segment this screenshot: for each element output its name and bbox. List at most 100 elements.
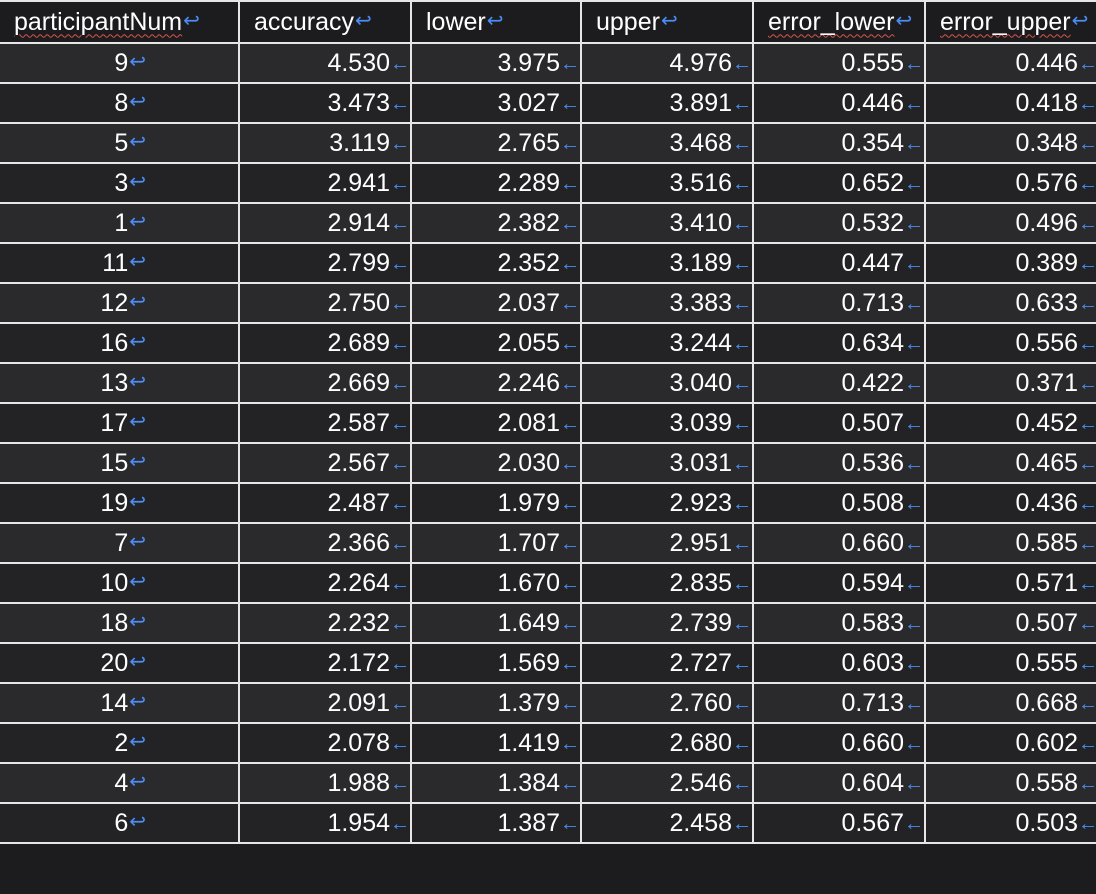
- table-cell-error-upper[interactable]: 0.465←: [924, 442, 1096, 484]
- column-header-upper[interactable]: upper↩: [580, 0, 754, 44]
- table-cell-upper[interactable]: 3.410←: [580, 202, 754, 244]
- table-cell-error-lower[interactable]: 0.634←: [752, 322, 926, 364]
- table-cell-error-upper[interactable]: 0.571←: [924, 562, 1096, 604]
- table-cell-error-upper[interactable]: 0.418←: [924, 82, 1096, 124]
- table-cell-error-lower[interactable]: 0.508←: [752, 482, 926, 524]
- table-cell-error-lower[interactable]: 0.660←: [752, 722, 926, 764]
- table-cell-lower[interactable]: 1.707←: [410, 522, 582, 564]
- table-cell-error-lower[interactable]: 0.594←: [752, 562, 926, 604]
- table-cell-upper[interactable]: 3.468←: [580, 122, 754, 164]
- table-cell-error-lower[interactable]: 0.532←: [752, 202, 926, 244]
- table-cell-upper[interactable]: 4.976←: [580, 42, 754, 84]
- table-cell-error-upper[interactable]: 0.633←: [924, 282, 1096, 324]
- table-cell-lower[interactable]: 1.387←: [410, 802, 582, 844]
- table-cell-upper[interactable]: 3.244←: [580, 322, 754, 364]
- table-cell-upper[interactable]: 2.760←: [580, 682, 754, 724]
- table-cell-accuracy[interactable]: 2.669←: [238, 362, 412, 404]
- table-cell-error-lower[interactable]: 0.354←: [752, 122, 926, 164]
- table-cell-lower[interactable]: 1.419←: [410, 722, 582, 764]
- table-cell-error-lower[interactable]: 0.604←: [752, 762, 926, 804]
- table-cell-error-lower[interactable]: 0.567←: [752, 802, 926, 844]
- table-cell-lower[interactable]: 2.352←: [410, 242, 582, 284]
- table-cell-upper[interactable]: 3.031←: [580, 442, 754, 484]
- table-cell-upper[interactable]: 3.891←: [580, 82, 754, 124]
- table-cell-lower[interactable]: 1.379←: [410, 682, 582, 724]
- table-cell-participantnum[interactable]: 12↩: [0, 282, 240, 324]
- table-cell-error-upper[interactable]: 0.507←: [924, 602, 1096, 644]
- table-cell-upper[interactable]: 2.727←: [580, 642, 754, 684]
- table-cell-error-lower[interactable]: 0.652←: [752, 162, 926, 204]
- table-cell-participantnum[interactable]: 14↩: [0, 682, 240, 724]
- table-cell-error-lower[interactable]: 0.583←: [752, 602, 926, 644]
- table-cell-error-upper[interactable]: 0.668←: [924, 682, 1096, 724]
- table-cell-participantnum[interactable]: 5↩: [0, 122, 240, 164]
- table-cell-error-lower[interactable]: 0.660←: [752, 522, 926, 564]
- table-cell-participantnum[interactable]: 6↩: [0, 802, 240, 844]
- table-cell-upper[interactable]: 2.951←: [580, 522, 754, 564]
- table-cell-participantnum[interactable]: 17↩: [0, 402, 240, 444]
- table-cell-error-lower[interactable]: 0.555←: [752, 42, 926, 84]
- table-cell-lower[interactable]: 1.569←: [410, 642, 582, 684]
- table-cell-accuracy[interactable]: 2.689←: [238, 322, 412, 364]
- table-cell-lower[interactable]: 2.246←: [410, 362, 582, 404]
- table-cell-error-lower[interactable]: 0.713←: [752, 682, 926, 724]
- table-cell-error-upper[interactable]: 0.452←: [924, 402, 1096, 444]
- table-cell-accuracy[interactable]: 4.530←: [238, 42, 412, 84]
- table-cell-accuracy[interactable]: 2.078←: [238, 722, 412, 764]
- table-cell-upper[interactable]: 3.040←: [580, 362, 754, 404]
- table-cell-error-upper[interactable]: 0.371←: [924, 362, 1096, 404]
- table-cell-error-lower[interactable]: 0.507←: [752, 402, 926, 444]
- table-cell-participantnum[interactable]: 10↩: [0, 562, 240, 604]
- table-cell-upper[interactable]: 2.680←: [580, 722, 754, 764]
- table-cell-error-upper[interactable]: 0.348←: [924, 122, 1096, 164]
- table-cell-accuracy[interactable]: 2.941←: [238, 162, 412, 204]
- table-cell-error-lower[interactable]: 0.447←: [752, 242, 926, 284]
- table-cell-error-upper[interactable]: 0.585←: [924, 522, 1096, 564]
- table-cell-upper[interactable]: 2.458←: [580, 802, 754, 844]
- table-cell-accuracy[interactable]: 2.750←: [238, 282, 412, 324]
- table-cell-error-upper[interactable]: 0.558←: [924, 762, 1096, 804]
- table-cell-participantnum[interactable]: 11↩: [0, 242, 240, 284]
- column-header-lower[interactable]: lower↩: [410, 0, 582, 44]
- table-cell-accuracy[interactable]: 2.567←: [238, 442, 412, 484]
- table-cell-accuracy[interactable]: 2.232←: [238, 602, 412, 644]
- table-cell-error-upper[interactable]: 0.555←: [924, 642, 1096, 684]
- table-cell-participantnum[interactable]: 18↩: [0, 602, 240, 644]
- table-cell-error-lower[interactable]: 0.713←: [752, 282, 926, 324]
- column-header-error-upper[interactable]: error_upper↩: [924, 0, 1096, 44]
- table-cell-error-upper[interactable]: 0.576←: [924, 162, 1096, 204]
- table-cell-lower[interactable]: 1.384←: [410, 762, 582, 804]
- table-cell-error-upper[interactable]: 0.496←: [924, 202, 1096, 244]
- table-cell-accuracy[interactable]: 1.988←: [238, 762, 412, 804]
- table-cell-lower[interactable]: 1.670←: [410, 562, 582, 604]
- table-cell-error-upper[interactable]: 0.389←: [924, 242, 1096, 284]
- table-cell-participantnum[interactable]: 4↩: [0, 762, 240, 804]
- table-cell-upper[interactable]: 3.383←: [580, 282, 754, 324]
- table-cell-lower[interactable]: 1.649←: [410, 602, 582, 644]
- table-cell-participantnum[interactable]: 19↩: [0, 482, 240, 524]
- table-cell-accuracy[interactable]: 2.799←: [238, 242, 412, 284]
- table-cell-participantnum[interactable]: 7↩: [0, 522, 240, 564]
- table-cell-lower[interactable]: 2.289←: [410, 162, 582, 204]
- table-cell-upper[interactable]: 3.039←: [580, 402, 754, 444]
- column-header-error-lower[interactable]: error_lower↩: [752, 0, 926, 44]
- table-cell-error-lower[interactable]: 0.446←: [752, 82, 926, 124]
- table-cell-participantnum[interactable]: 20↩: [0, 642, 240, 684]
- table-cell-lower[interactable]: 2.081←: [410, 402, 582, 444]
- table-cell-participantnum[interactable]: 15↩: [0, 442, 240, 484]
- table-cell-lower[interactable]: 2.030←: [410, 442, 582, 484]
- table-cell-lower[interactable]: 2.037←: [410, 282, 582, 324]
- table-cell-upper[interactable]: 3.516←: [580, 162, 754, 204]
- table-cell-accuracy[interactable]: 1.954←: [238, 802, 412, 844]
- table-cell-lower[interactable]: 2.765←: [410, 122, 582, 164]
- table-cell-lower[interactable]: 2.382←: [410, 202, 582, 244]
- table-cell-lower[interactable]: 3.027←: [410, 82, 582, 124]
- table-cell-accuracy[interactable]: 3.119←: [238, 122, 412, 164]
- table-cell-accuracy[interactable]: 2.914←: [238, 202, 412, 244]
- table-cell-accuracy[interactable]: 2.172←: [238, 642, 412, 684]
- column-header-accuracy[interactable]: accuracy↩: [238, 0, 412, 44]
- table-cell-upper[interactable]: 2.739←: [580, 602, 754, 644]
- table-cell-participantnum[interactable]: 8↩: [0, 82, 240, 124]
- table-cell-error-upper[interactable]: 0.503←: [924, 802, 1096, 844]
- table-cell-error-lower[interactable]: 0.603←: [752, 642, 926, 684]
